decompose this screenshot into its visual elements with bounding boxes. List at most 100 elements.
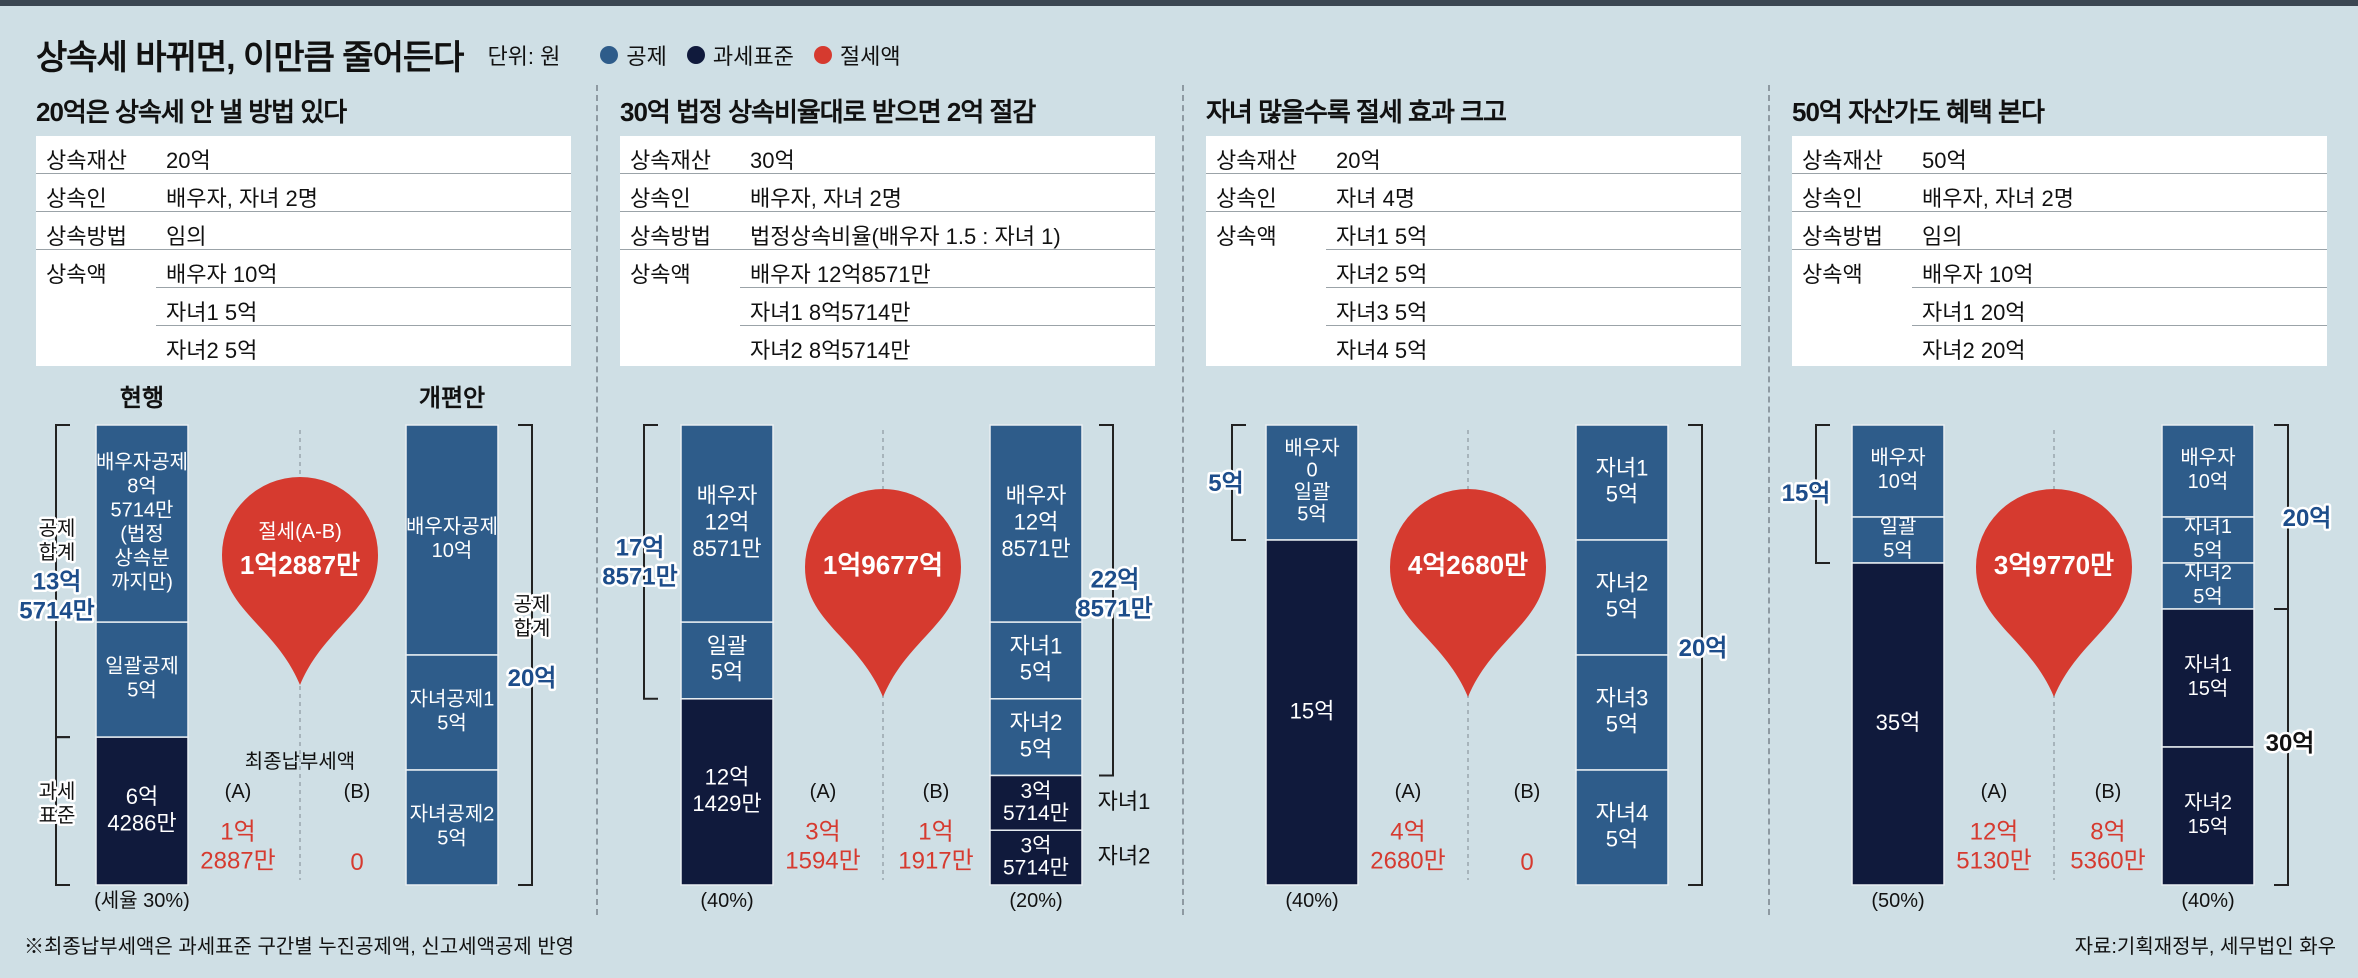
bar-segment: [1575, 539, 1669, 656]
tax-rate-label: (40%): [700, 890, 753, 912]
bar-segment: [2161, 424, 2255, 518]
bar-segment: [989, 621, 1083, 700]
segment-label: 일괄 5억: [1880, 515, 1917, 562]
info-label: 상속인: [1216, 186, 1277, 211]
b-label: (B): [344, 781, 371, 803]
tax-value-b: 8억 5360만: [2070, 819, 2145, 875]
bar-segment: [1265, 539, 1359, 886]
bar-segment: [95, 736, 189, 886]
segment-label: 배우자 12억 8571만: [1001, 483, 1070, 561]
info-label: 상속재산: [1216, 148, 1297, 173]
segment-label: 자녀공제2 5억: [410, 803, 495, 850]
bar-segment: [1851, 562, 1945, 886]
legend-savings-swatch: [813, 45, 832, 64]
bar-segment: [1575, 424, 1669, 541]
tax-rate-label: (50%): [1871, 890, 1924, 912]
legend-taxable: 과세표준: [686, 39, 794, 71]
info-label: 상속액: [1216, 224, 1277, 249]
info-table-4: 상속재산 50억 상속인 배우자, 자녀 2명 상속방법 임의 상속액 배우자 10억 …: [1792, 136, 2327, 366]
savings-label: 절세(A-B): [258, 520, 341, 543]
bar-segment: [1851, 516, 1945, 564]
legend-deduction: 공제: [600, 39, 667, 71]
info-label: 상속방법: [1802, 224, 1883, 249]
bar-segment: [405, 769, 499, 886]
info-value: 배우자, 자녀 2명: [1922, 186, 2075, 211]
bracket: [2274, 608, 2289, 886]
bracket-value: 5억: [1208, 470, 1243, 497]
segment-label: 자녀2 5억: [1596, 570, 1649, 621]
savings-value: 3억9770만: [1994, 550, 2114, 580]
segment-label: 3억 5714만: [1003, 779, 1069, 824]
savings-pin: [221, 476, 378, 685]
info-label: 상속방법: [630, 224, 711, 249]
segment-label: 자녀1 5억: [1596, 455, 1649, 506]
bar-segment: [405, 424, 499, 656]
section-title-3: 자녀 많을수록 절세 효과 크고: [1206, 97, 1507, 127]
info-value: 20억: [1336, 148, 1381, 173]
bar-segment: [2161, 562, 2255, 610]
bar-segment: [2161, 516, 2255, 564]
column-header: 개편안: [419, 385, 485, 412]
segment-side-label: 자녀2: [1098, 843, 1151, 868]
bracket-value: 17억 8571만: [602, 535, 677, 591]
final-tax-label: 최종납부세액: [245, 750, 355, 773]
bracket-label: 과세 표준: [39, 780, 76, 827]
a-label: (A): [1395, 781, 1422, 803]
tax-value-b: 1억 1917만: [898, 819, 973, 875]
segment-label: 배우자공제 8억 5714만 (법정 상속분 까지만): [96, 451, 188, 594]
info-value: 자녀1 20억: [1922, 300, 2026, 325]
section-divider: [1182, 85, 1184, 915]
segment-label: 자녀4 5억: [1596, 800, 1649, 851]
section-divider: [1768, 85, 1770, 915]
tax-rate-label: (40%): [2181, 890, 2234, 912]
info-value: 법정상속비율(배우자 1.5 : 자녀 1): [750, 224, 1061, 249]
segment-label: 자녀1 15억: [2184, 653, 2232, 700]
segment-label: 배우자 10억: [2180, 446, 2235, 493]
bracket-value: 30억: [2266, 730, 2315, 757]
tax-value-a: 1억 2887만: [200, 819, 275, 875]
legend-taxable-label: 과세표준: [712, 43, 794, 69]
bracket-label: 공제 합계: [514, 593, 551, 640]
info-value: 자녀1 5억: [166, 300, 258, 325]
info-value: 자녀2 20억: [1922, 338, 2026, 363]
info-label: 상속재산: [630, 148, 711, 173]
bracket: [1099, 424, 1114, 777]
bar-segment: [1851, 424, 1945, 518]
info-value: 자녀1 5억: [1336, 224, 1428, 249]
bracket-label: 공제 합계: [39, 517, 76, 564]
savings-value: 1억9677억: [823, 550, 943, 580]
bracket: [1815, 424, 1830, 564]
tax-value-b: 0: [350, 849, 363, 876]
savings-pin: [1976, 489, 2132, 697]
info-label: 상속인: [1802, 186, 1863, 211]
section-divider: [596, 85, 598, 915]
info-table-3: 상속재산 20억 상속인 자녀 4명 상속액 자녀1 5억 자녀2 5억 자녀3 5억…: [1206, 136, 1741, 366]
info-value: 50억: [1922, 148, 1967, 173]
bracket-value: 20억: [1679, 635, 1728, 662]
top-rule: [0, 0, 2358, 6]
info-value: 자녀2 8억5714만: [750, 338, 911, 363]
source-note: 자료:기획재정부, 세무법인 화우: [2074, 936, 2336, 958]
legend-taxable-swatch: [686, 45, 705, 64]
info-value: 임의: [1922, 224, 1963, 249]
legend-savings: 절세액: [813, 39, 901, 71]
bar-segment: [1265, 424, 1359, 541]
info-value: 30억: [750, 148, 795, 173]
info-value: 배우자, 자녀 2명: [166, 186, 319, 211]
legend-deduction-label: 공제: [626, 43, 667, 69]
b-label: (B): [2095, 781, 2122, 803]
bar-segment: [2161, 608, 2255, 748]
info-value: 배우자, 자녀 2명: [750, 186, 903, 211]
segment-label: 배우자공제 10억: [406, 515, 498, 562]
info-label: 상속액: [46, 262, 107, 287]
bar-segment: [680, 621, 774, 700]
tax-value-a: 4억 2680만: [1370, 819, 1445, 875]
bar-segment: [1575, 654, 1669, 771]
bracket: [55, 736, 70, 886]
segment-label: 배우자 12억 8571만: [692, 483, 761, 561]
b-label: (B): [923, 781, 950, 803]
info-value: 배우자 12억8571만: [750, 262, 931, 287]
a-label: (A): [1981, 781, 2008, 803]
info-table-2: 상속재산 30억 상속인 배우자, 자녀 2명 상속방법 법정상속비율(배우자 1.5…: [620, 136, 1155, 366]
tax-value-a: 3억 1594만: [785, 819, 860, 875]
